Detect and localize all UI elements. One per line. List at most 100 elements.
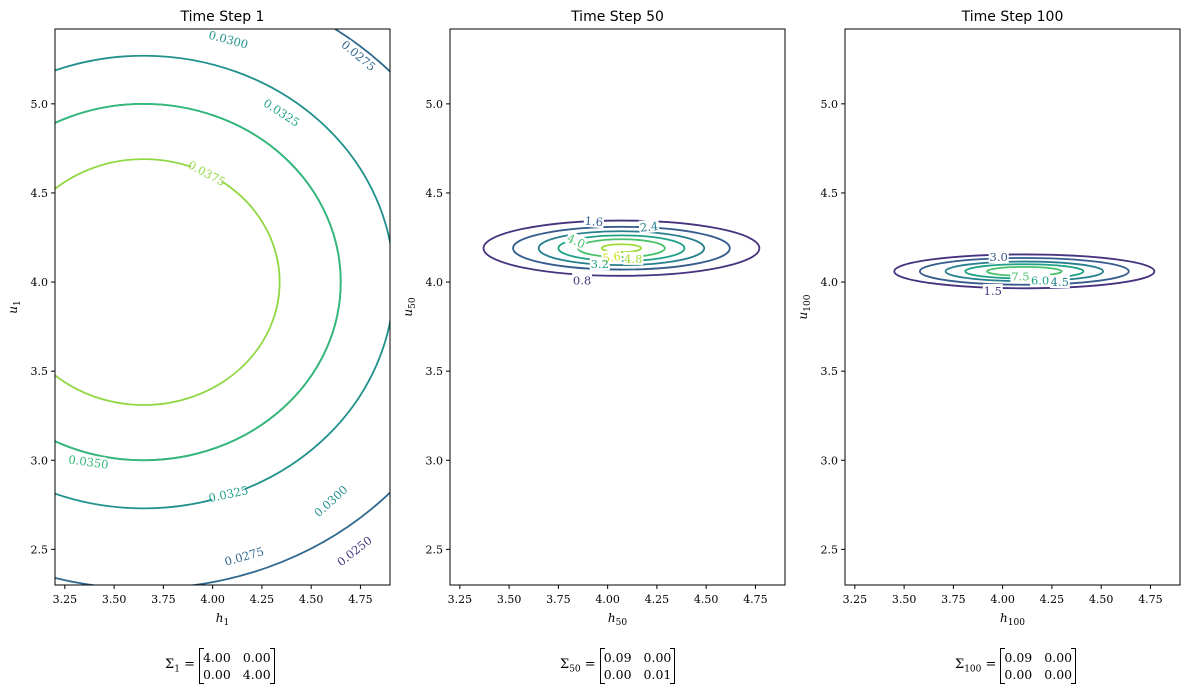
contour-label-bg bbox=[341, 39, 376, 72]
y-tick-label: 3.5 bbox=[31, 365, 49, 378]
contour-label: 0.0300 bbox=[311, 483, 350, 520]
contour-line-0_0375 bbox=[55, 158, 281, 406]
covariance-symbol: Σ50 = bbox=[560, 657, 596, 675]
contour-label-bg bbox=[70, 452, 107, 471]
contour-label-bg bbox=[638, 218, 660, 234]
x-tick-label: 4.75 bbox=[1138, 593, 1163, 606]
subplot-2: 1.6 2.4 4.0 5.6 4.8 3.20.8 3.25 3.50 3.75 4.00 4.2… bbox=[401, 9, 786, 628]
y-tick-label: 4.0 bbox=[821, 276, 839, 289]
matrix-cell: 0.01 bbox=[643, 667, 672, 682]
x-axis-label: h1 bbox=[216, 611, 229, 628]
matrix-cell: 0.00 bbox=[1044, 650, 1073, 665]
contour-line-1_5 bbox=[893, 253, 1156, 290]
y-tick-label: 3.0 bbox=[821, 454, 839, 467]
x-axis-label: h50 bbox=[608, 611, 627, 628]
contour-label-bg bbox=[572, 273, 593, 287]
contour-label: 3.0 bbox=[990, 250, 1008, 264]
y-tick-label: 2.5 bbox=[821, 543, 839, 556]
contour-label: 0.8 bbox=[573, 273, 591, 287]
y-tick-label: 4.0 bbox=[426, 276, 444, 289]
contour-line-3 bbox=[918, 257, 1130, 286]
x-tick-label: 3.25 bbox=[53, 593, 78, 606]
contour-line-1_6 bbox=[512, 225, 731, 271]
contour-line-0_03 bbox=[55, 54, 390, 510]
contour-line-0_8 bbox=[482, 219, 761, 277]
contour-label: 0.0350 bbox=[68, 452, 110, 471]
covariance-matrix: 4.00 0.00 0.00 4.00 bbox=[198, 648, 275, 684]
contour-label: 0.0275 bbox=[223, 544, 266, 569]
x-tick-label: 3.25 bbox=[448, 593, 473, 606]
y-tick-label: 4.5 bbox=[31, 187, 49, 200]
x-tick-label: 4.75 bbox=[348, 593, 373, 606]
y-axis-label: u100 bbox=[796, 294, 813, 319]
subplot-1: 0.0300 0.0275 0.0325 0.0375 0.0350 0.0325 0.03… bbox=[0, 0, 569, 667]
subplot-title: Time Step 1 bbox=[180, 9, 265, 25]
y-axis-label: u50 bbox=[401, 297, 418, 316]
x-tick-label: 3.50 bbox=[102, 593, 127, 606]
y-tick-label: 3.0 bbox=[426, 454, 444, 467]
subplot-3: 3.07.5 6.0 4.51.53.25 3.50 3.75 4.00 4.25 4.50 4… bbox=[796, 9, 1181, 628]
axes-frame bbox=[54, 28, 391, 586]
y-axis-label: u1 bbox=[6, 300, 23, 313]
y-tick-label: 4.5 bbox=[821, 187, 839, 200]
contour-label: 5.6 bbox=[602, 249, 622, 265]
y-tick-label: 4.0 bbox=[31, 276, 49, 289]
matrix-cell: 0.00 bbox=[1004, 667, 1033, 682]
contour-label: 7.5 bbox=[1011, 270, 1029, 284]
x-tick-label: 3.50 bbox=[497, 593, 522, 606]
contour-label-bg bbox=[313, 484, 348, 518]
contour-label-bg bbox=[225, 545, 263, 567]
contour-line-4 bbox=[577, 238, 666, 259]
x-tick-label: 4.00 bbox=[595, 593, 620, 606]
x-tick-label: 4.75 bbox=[743, 593, 768, 606]
y-tick-label: 5.0 bbox=[426, 98, 444, 111]
subplot-title: Time Step 100 bbox=[961, 9, 1064, 25]
contour-line-0_025 bbox=[0, 0, 569, 667]
contour-label-bg bbox=[336, 535, 372, 567]
covariance-caption-50: Σ50 = 0.09 0.00 0.00 0.01 bbox=[560, 646, 676, 686]
x-tick-label: 3.25 bbox=[843, 593, 868, 606]
contour-label: 0.0250 bbox=[334, 533, 374, 569]
x-tick-label: 4.50 bbox=[1089, 593, 1114, 606]
contour-label: 1.5 bbox=[984, 284, 1002, 298]
x-axis-label: h100 bbox=[1000, 611, 1025, 628]
contour-label: 1.6 bbox=[584, 214, 603, 230]
contour-label: 0.0300 bbox=[207, 28, 250, 52]
x-tick-label: 4.25 bbox=[1040, 593, 1065, 606]
contour-label: 4.5 bbox=[1051, 275, 1069, 289]
matrix-cell: 4.00 bbox=[242, 667, 271, 682]
contour-line-0_035 bbox=[55, 102, 342, 462]
contour-label-bg bbox=[623, 251, 644, 265]
contour-label-bg bbox=[583, 213, 605, 229]
covariance-symbol: Σ1 = bbox=[165, 657, 195, 675]
matrix-cell: 0.09 bbox=[1004, 650, 1033, 665]
x-tick-label: 4.50 bbox=[299, 593, 324, 606]
subplot-title: Time Step 50 bbox=[570, 9, 664, 25]
x-tick-label: 4.00 bbox=[990, 593, 1015, 606]
contour-label-bg bbox=[210, 29, 247, 50]
y-tick-label: 3.5 bbox=[426, 365, 444, 378]
contour-label: 0.0375 bbox=[186, 158, 228, 189]
covariance-symbol: Σ100 = bbox=[955, 657, 997, 675]
matrix-cell: 0.00 bbox=[603, 667, 632, 682]
contour-label: 4.8 bbox=[624, 252, 642, 266]
x-tick-label: 4.25 bbox=[250, 593, 275, 606]
contour-label: 0.0325 bbox=[261, 96, 302, 130]
x-tick-label: 3.50 bbox=[892, 593, 917, 606]
contour-line-0_0275 bbox=[55, 29, 390, 585]
x-tick-label: 4.50 bbox=[694, 593, 719, 606]
y-tick-label: 5.0 bbox=[31, 98, 49, 111]
contour-label-bg bbox=[1049, 275, 1070, 289]
contour-label-bg bbox=[1030, 273, 1051, 287]
y-tick-label: 5.0 bbox=[821, 98, 839, 111]
contour-label-bg bbox=[589, 257, 610, 271]
contour-label-bg bbox=[564, 230, 589, 251]
covariance-caption-1: Σ1 = 4.00 0.00 0.00 4.00 bbox=[165, 646, 275, 686]
contour-label: 6.0 bbox=[1031, 273, 1049, 287]
x-tick-label: 4.25 bbox=[645, 593, 670, 606]
matrix-cell: 4.00 bbox=[202, 650, 231, 665]
contour-label-bg bbox=[1010, 269, 1031, 283]
matrix-cell: 0.00 bbox=[1044, 667, 1073, 682]
axes-frame bbox=[844, 28, 1181, 586]
